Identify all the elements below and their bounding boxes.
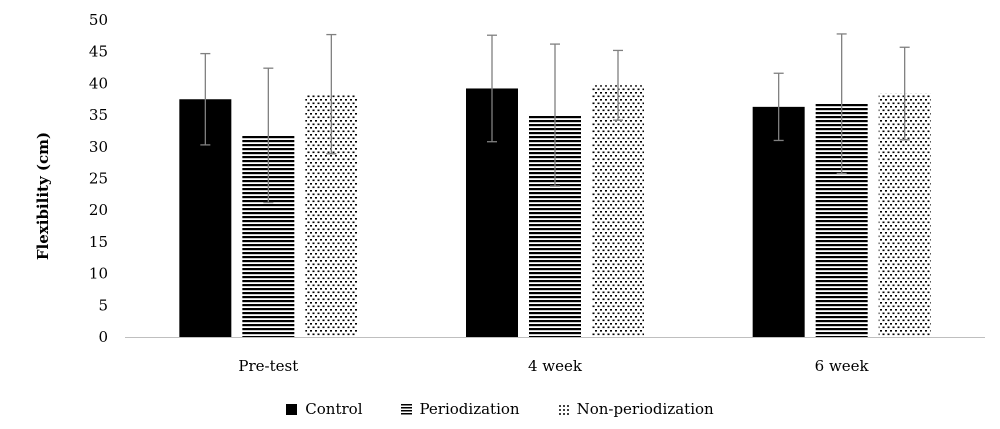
legend-label-periodization: Periodization <box>419 400 520 418</box>
y-tick-label: 50 <box>89 11 108 29</box>
y-tick-label: 35 <box>89 106 108 124</box>
x-tick-label: 6 week <box>815 357 870 375</box>
y-tick-label: 0 <box>98 328 108 346</box>
legend-label-non-periodization: Non-periodization <box>576 400 714 418</box>
legend-swatch-periodization <box>400 403 412 415</box>
x-tick-label: Pre-test <box>238 357 298 375</box>
legend-swatch-control <box>286 403 298 415</box>
y-tick-label: 15 <box>89 233 108 251</box>
x-tick-label: 4 week <box>528 357 583 375</box>
y-tick-label: 5 <box>98 296 108 314</box>
chart-area: 0 5 10 15 20 25 30 35 40 45 50 Pre-test 4 week 6 wee… <box>34 11 985 375</box>
legend-item-non-periodization: Non-periodization <box>557 400 714 418</box>
y-tick-label: 10 <box>89 265 108 283</box>
legend-item-control: Control <box>286 400 363 418</box>
y-tick-label: 30 <box>89 138 108 156</box>
y-tick-label: 25 <box>89 170 108 188</box>
bar-control <box>752 106 805 337</box>
error-bars-group <box>200 33 910 204</box>
legend-label-control: Control <box>305 400 363 418</box>
y-axis-label: Flexibility (cm) <box>34 132 52 260</box>
y-tick-label: 20 <box>89 201 108 219</box>
bar-non-periodization <box>592 85 644 337</box>
x-axis: Pre-test 4 week 6 week <box>125 337 985 375</box>
y-tick-label: 40 <box>89 74 108 92</box>
legend-swatch-non-periodization <box>557 403 569 415</box>
legend: Control Periodization Non-periodization <box>0 396 1000 422</box>
legend-item-periodization: Periodization <box>400 400 520 418</box>
y-tick-label: 45 <box>89 43 108 61</box>
y-axis: 0 5 10 15 20 25 30 35 40 45 50 <box>89 11 108 346</box>
